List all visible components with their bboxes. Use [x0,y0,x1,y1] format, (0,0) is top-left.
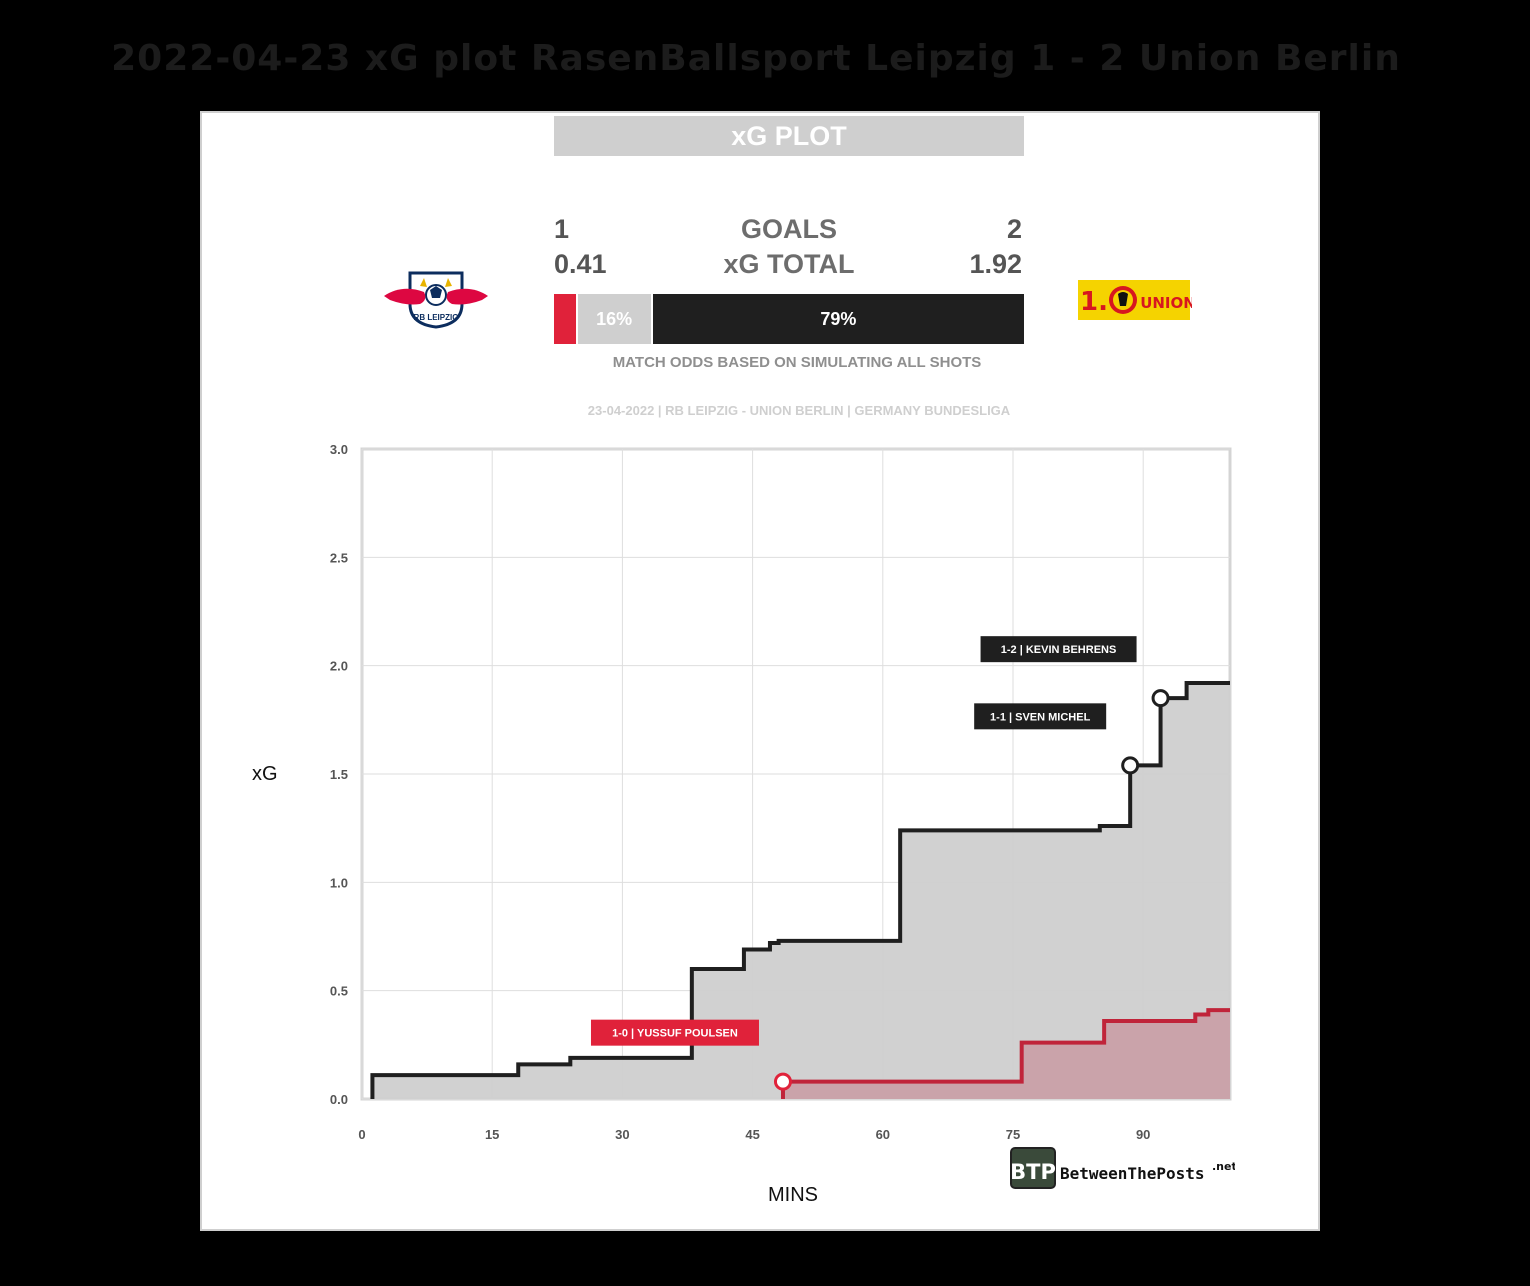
home-goals: 1 [554,214,570,244]
x-tick-label: 60 [876,1127,890,1142]
goal-annotation-box [590,1019,759,1046]
y-tick-label: 0.0 [330,1092,348,1107]
svg-text:1.: 1. [1080,287,1108,317]
series-line-rb-leipzig [780,1008,1230,1099]
goal-marker [1151,689,1170,708]
y-tick-label: 0.5 [330,984,348,999]
y-tick-label: 3.0 [330,442,348,457]
home-win-odds-segment [554,294,578,344]
xg-plot-card: xG PLOT 1 GOALS 2 0.41 xG TOTAL 1.92 RB … [200,111,1320,1231]
odds-caption: MATCH ODDS BASED ON SIMULATING ALL SHOTS [612,354,982,371]
goal-annotation-box [980,636,1137,663]
btp-suffix-text: .net [1212,1160,1235,1173]
match-odds-bar: 16% 79% [554,294,1024,344]
y-tick-label: 2.0 [330,659,348,674]
y-axis-label: xG [252,763,278,785]
goal-annotation-box [974,703,1107,730]
goal-marker [773,1072,792,1091]
away-win-odds-segment: 79% [652,294,1024,344]
y-tick-label: 1.5 [330,767,348,782]
rb-leipzig-logo: RB LEIPZIG [384,271,488,329]
series-area-rb-leipzig [782,1010,1230,1099]
draw-odds-segment: 16% [577,294,653,344]
union-berlin-logo: 1. UNION [1078,280,1192,320]
goal-annotation-label: 1-0 | YUSSUF POULSEN [612,1028,738,1040]
y-tick-label: 1.0 [330,875,348,890]
home-xg-total: 0.41 [554,249,607,279]
away-goals: 2 [1006,214,1022,244]
series-line-union-berlin [370,681,1230,1099]
goal-annotation-label: 1-1 | SVEN MICHEL [990,711,1091,723]
xg-chart: 0.0 0.5 1.0 1.5 2.0 2.5 3.0 0 15 30 45 60 75 90 1-0 | … [330,442,1232,1142]
goal-marker [1121,756,1140,775]
x-tick-label: 0 [358,1127,365,1142]
x-tick-label: 45 [745,1127,759,1142]
union-berlin-logo-text: UNION [1140,294,1192,312]
xg-plot-banner: xG PLOT [554,116,1024,156]
rb-leipzig-logo-text: RB LEIPZIG [414,313,459,322]
x-axis-label: MINS [768,1184,818,1206]
x-tick-label: 15 [485,1127,499,1142]
series-area-union-berlin [372,683,1230,1099]
btp-name-text: BetweenThePosts [1060,1164,1205,1183]
y-tick-label: 2.5 [330,550,348,565]
x-tick-label: 75 [1006,1127,1020,1142]
betweentheposts-logo: BTP BetweenThePosts .net [1010,1147,1235,1189]
goal-annotation-label: 1-2 | KEVIN BEHRENS [1001,644,1117,656]
btp-badge-text: BTP [1010,1160,1056,1184]
page-title: 2022-04-23 xG plot RasenBallsport Leipzi… [111,38,1401,79]
x-tick-label: 90 [1136,1127,1150,1142]
match-info: 23-04-2022 | RB LEIPZIG - UNION BERLIN |… [587,403,1011,418]
xg-total-label: xG TOTAL [723,249,855,279]
x-tick-label: 30 [615,1127,629,1142]
goals-label: GOALS [740,214,837,244]
away-xg-total: 1.92 [969,249,1022,279]
